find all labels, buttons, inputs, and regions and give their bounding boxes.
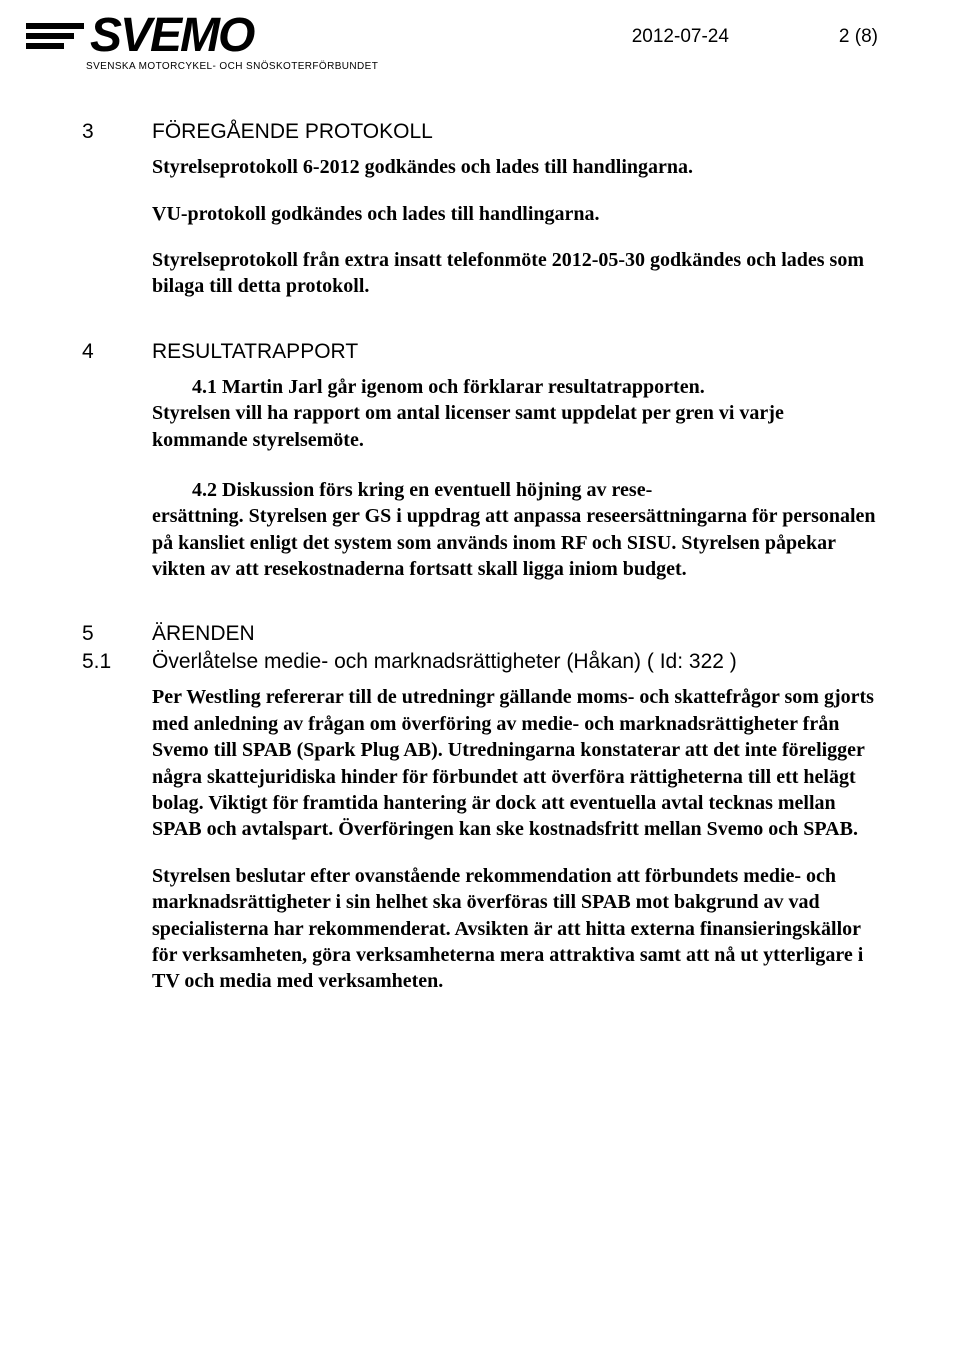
subitem-number: 5.1 (82, 650, 152, 994)
section-title: FÖREGÅENDE PROTOKOLL (152, 120, 878, 144)
logo-subtitle: SVENSKA MOTORCYKEL- OCH SNÖSKOTERFÖRBUND… (86, 61, 378, 72)
header-meta: 2012-07-24 2 (8) (632, 20, 878, 48)
section-number: 5 (82, 622, 152, 646)
svemo-logo: SVEMO SVENSKA MOTORCYKEL- OCH SNÖSKOTERF… (26, 14, 378, 72)
page-header: SVEMO SVENSKA MOTORCYKEL- OCH SNÖSKOTERF… (82, 20, 878, 72)
paragraph: Styrelseprotokoll från extra insatt tele… (152, 247, 878, 300)
subitem-4-1: 4.1 Martin Jarl går igenom och förklarar… (152, 374, 878, 453)
section-body: RESULTATRAPPORT 4.1 Martin Jarl går igen… (152, 340, 878, 583)
subitem-title: Överlåtelse medie- och marknadsrättighet… (152, 650, 878, 674)
subitem-5-1: 5.1 Överlåtelse medie- och marknadsrätti… (82, 650, 878, 994)
subitem-rest: Styrelsen vill ha rapport om antal licen… (152, 400, 878, 453)
subitem-first-line: 4.1 Martin Jarl går igenom och förklarar… (192, 374, 878, 400)
logo-main: SVEMO (26, 14, 253, 57)
page-indicator: 2 (8) (839, 26, 878, 48)
paragraph: Styrelseprotokoll 6-2012 godkändes och l… (152, 154, 878, 180)
document-content: 3 FÖREGÅENDE PROTOKOLL Styrelseprotokoll… (82, 120, 878, 995)
section-title: ÄRENDEN (152, 622, 878, 646)
subitem-first-line: 4.2 Diskussion förs kring en eventuell h… (192, 477, 878, 503)
paragraph: Per Westling refererar till de utredning… (152, 684, 878, 842)
section-4: 4 RESULTATRAPPORT 4.1 Martin Jarl går ig… (82, 340, 878, 583)
document-page: SVEMO SVENSKA MOTORCYKEL- OCH SNÖSKOTERF… (0, 0, 960, 1362)
section-body: FÖREGÅENDE PROTOKOLL Styrelseprotokoll 6… (152, 120, 878, 300)
section-body: ÄRENDEN (152, 622, 878, 646)
subitem-text: 4.2 Diskussion förs kring en eventuell h… (152, 477, 878, 583)
subitem-4-2: 4.2 Diskussion förs kring en eventuell h… (152, 477, 878, 583)
logo-stripes-icon (26, 23, 84, 49)
section-3: 3 FÖREGÅENDE PROTOKOLL Styrelseprotokoll… (82, 120, 878, 300)
section-number: 3 (82, 120, 152, 300)
section-5: 5 ÄRENDEN (82, 622, 878, 646)
document-date: 2012-07-24 (632, 26, 729, 48)
paragraph: VU-protokoll godkändes och lades till ha… (152, 201, 878, 227)
section-title: RESULTATRAPPORT (152, 340, 878, 364)
paragraph: Styrelsen beslutar efter ovanstående rek… (152, 863, 878, 995)
subitem-text: 4.1 Martin Jarl går igenom och förklarar… (152, 374, 878, 453)
subitem-rest: ersättning. Styrelsen ger GS i uppdrag a… (152, 503, 878, 582)
logo-text: SVEMO (90, 14, 253, 57)
section-number: 4 (82, 340, 152, 583)
subitem-body: Överlåtelse medie- och marknadsrättighet… (152, 650, 878, 994)
